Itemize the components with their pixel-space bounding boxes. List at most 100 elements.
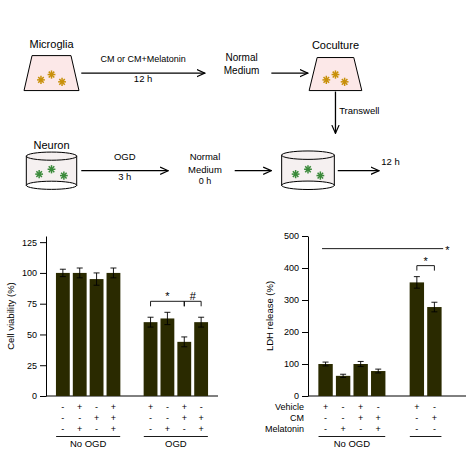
error-bar-cap (431, 302, 437, 303)
error-bar-cap (323, 362, 329, 363)
cell (35, 170, 43, 178)
well-top (282, 151, 335, 159)
error-bar-cap (77, 277, 83, 278)
cell (60, 171, 68, 179)
significance-label: # (190, 290, 197, 302)
error-bar-cap (164, 312, 170, 313)
cell-body (38, 173, 41, 176)
diagram-label: CM or CM+Melatonin (100, 54, 185, 64)
cell-process (49, 166, 55, 172)
error-bar-stem (184, 337, 185, 347)
error-bar (164, 312, 170, 324)
y-tick-mark (40, 242, 46, 243)
error-bar-cap (148, 317, 154, 318)
cell-body (343, 80, 346, 83)
cell-process (304, 169, 312, 171)
cell-body (334, 73, 337, 76)
bar (353, 364, 367, 396)
row-label: CM (290, 413, 304, 423)
y-axis-title: Cell viability (%) (5, 282, 16, 350)
cell-process (332, 74, 340, 76)
treatment-sign: + (323, 402, 328, 412)
error-bar (414, 277, 420, 289)
diagram: MicrogliaCM or CM+Melatonin12 hNormalMed… (24, 38, 400, 190)
bar (194, 322, 208, 396)
error-bar-cap (198, 327, 204, 328)
error-bar-cap (340, 377, 346, 378)
cell-body (60, 80, 63, 83)
y-tick-mark (302, 268, 308, 269)
cell (322, 76, 330, 84)
cell (332, 70, 340, 78)
error-bar-cap (340, 374, 346, 375)
cell-process (333, 72, 339, 78)
cell (48, 70, 56, 78)
diagram-label: 12 h (381, 156, 400, 167)
error-bar (60, 269, 66, 276)
y-axis-title: LDH release (%) (264, 281, 275, 351)
cell-body (306, 168, 309, 171)
cell (58, 78, 66, 86)
error-bar-stem (343, 374, 344, 377)
treatment-sign: + (199, 424, 204, 434)
y-tick-mark (40, 334, 46, 335)
group-label: OGD (165, 438, 187, 449)
y-tick-label: 50 (27, 330, 37, 340)
annotations: ** (322, 244, 450, 271)
cell (37, 76, 45, 84)
bar (336, 376, 350, 396)
cell-process (40, 76, 42, 84)
error-bar-cap (148, 327, 154, 328)
treatment-sign: - (415, 424, 418, 434)
y-tick-label: 25 (27, 361, 37, 371)
y-axis-line (46, 237, 47, 397)
bar (427, 307, 441, 396)
treatment-sign: - (342, 402, 345, 412)
cell-process (51, 165, 53, 173)
treatment-sign: + (148, 402, 153, 412)
row-label: Vehicle (275, 402, 304, 412)
y-tick-label: 500 (284, 231, 299, 241)
y-tick: 0 (294, 391, 308, 401)
error-bar-stem (79, 268, 80, 278)
treatment-sign: + (340, 424, 345, 434)
cell-body (50, 168, 53, 171)
error-bar-cap (414, 288, 420, 289)
error-bar-cap (77, 268, 83, 269)
error-bar-cap (323, 365, 329, 366)
bar (144, 322, 158, 396)
cell-process (38, 77, 44, 83)
error-bar-cap (94, 272, 100, 273)
cell-process (48, 74, 56, 76)
error-bar-cap (375, 372, 381, 373)
y-tick: 400 (284, 263, 308, 273)
error-bar (77, 268, 83, 278)
cell-process (316, 175, 324, 177)
treatment-sign: - (433, 402, 436, 412)
x-axis-line (46, 396, 218, 397)
treatment-sign: - (324, 413, 327, 423)
treatment-sign: - (342, 413, 345, 423)
cell-process (318, 173, 324, 179)
bar-chart: 0255075100125Cell viability (%)*#-+-++-+… (5, 237, 218, 450)
bar (177, 342, 191, 396)
diagram-label: Normal (190, 151, 221, 162)
treatment-sign: - (166, 413, 169, 423)
cell (316, 171, 324, 179)
cell (341, 78, 349, 86)
bar-chart: 0100200300400500LDH release (%)**Vehicle… (264, 231, 466, 449)
plot-area (56, 268, 208, 396)
error-bar-stem (416, 277, 417, 289)
y-tick-label: 0 (32, 391, 37, 401)
cell-body (294, 173, 297, 176)
error-bar (323, 362, 329, 366)
cell-body (62, 174, 65, 177)
treatment-sign: - (377, 402, 380, 412)
error-bar-stem (378, 369, 379, 373)
treatment-sign: - (95, 402, 98, 412)
bar (107, 273, 121, 396)
cell-process (293, 171, 299, 177)
diagram-label: Neuron (33, 139, 69, 151)
y-tick-mark (302, 332, 308, 333)
error-bar-stem (201, 317, 202, 327)
